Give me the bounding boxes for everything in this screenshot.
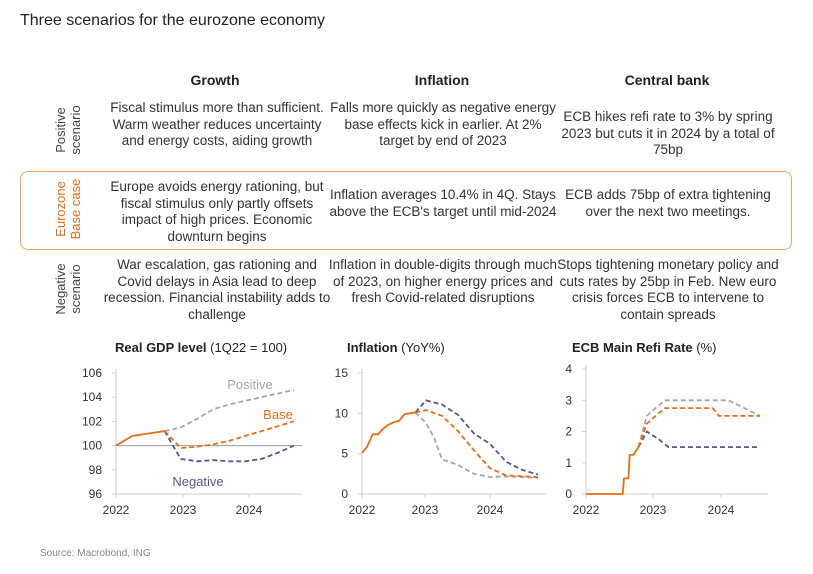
inflation-series-negative [414, 399, 539, 476]
page-title: Three scenarios for the eurozone economy [20, 12, 326, 29]
inflation-y-tick-label: 5 [341, 447, 348, 461]
inflation-x-tick-label: 2022 [349, 503, 376, 517]
column-header-central-bank: Central bank [624, 72, 710, 88]
gdp-series-base [163, 420, 295, 449]
cell-positive-central-bank: ECB hikes refi rate to 3% by spring 2023… [561, 109, 775, 157]
ecb-y-tick-label: 2 [565, 425, 572, 439]
gdp-y-tick-label: 106 [82, 366, 102, 380]
ecb-series-negative [637, 430, 761, 449]
ecb-y-tick-label: 1 [565, 456, 572, 470]
cell-positive-inflation: Falls more quickly as negative energy ba… [330, 100, 556, 148]
base-case-highlight [20, 171, 792, 250]
gdp-annotation-positive: Positive [227, 377, 273, 392]
gdp-y-tick-label: 100 [82, 439, 102, 453]
cell-base-central-bank: ECB adds 75bp of extra tightening over t… [565, 187, 771, 219]
gdp-x-tick-label: 2024 [236, 503, 263, 517]
cell-negative-central-bank: Stops tightening monetary policy and cut… [557, 257, 779, 322]
source-note: Source: Macrobond, ING [40, 548, 151, 559]
ecb-chart-title: ECB Main Refi Rate (%) [572, 340, 717, 355]
gdp-annotation-negative: Negative [172, 474, 223, 489]
inflation-y-tick-label: 10 [335, 406, 349, 420]
ecb-series-history [586, 446, 640, 495]
gdp-y-tick-label: 96 [89, 487, 103, 501]
ecb-y-tick-label: 3 [565, 393, 572, 407]
gdp-x-tick-label: 2023 [170, 503, 197, 517]
ecb-series-positive [637, 399, 761, 448]
cell-negative-inflation: Inflation in double-digits through much … [328, 257, 558, 305]
inflation-x-tick-label: 2024 [477, 503, 504, 517]
ecb-y-tick-label: 0 [565, 487, 572, 501]
gdp-series-positive [164, 389, 295, 432]
gdp-y-tick-label: 98 [89, 463, 103, 477]
inflation-series-base [415, 409, 539, 478]
gdp-chart-title: Real GDP level (1Q22 = 100) [115, 340, 288, 355]
inflation-series-positive [414, 411, 539, 479]
cell-base-growth: Europe avoids energy rationing, but fisc… [110, 179, 324, 244]
gdp-series-history [115, 430, 165, 447]
inflation-x-tick-label: 2023 [412, 503, 439, 517]
ecb-y-tick-label: 4 [565, 362, 572, 376]
cell-negative-growth: War escalation, gas rationing and Covid … [103, 257, 331, 322]
cell-base-inflation: Inflation averages 10.4% in 4Q. Stays ab… [329, 187, 557, 219]
gdp-y-tick-label: 104 [82, 390, 102, 404]
ecb-series-base [637, 407, 761, 448]
inflation-y-tick-label: 15 [335, 366, 349, 380]
column-header-growth: Growth [190, 72, 240, 88]
cell-positive-growth: Fiscal stimulus more than sufficient. Wa… [110, 100, 324, 148]
inflation-y-tick-label: 0 [341, 487, 348, 501]
gdp-x-tick-label: 2022 [103, 503, 130, 517]
ecb-x-tick-label: 2024 [708, 503, 735, 517]
column-header-inflation: Inflation [414, 72, 470, 88]
gdp-y-tick-label: 102 [82, 414, 102, 428]
inflation-chart-title: Inflation (YoY%) [347, 340, 445, 355]
ecb-x-tick-label: 2022 [573, 503, 600, 517]
gdp-series-negative [163, 430, 295, 463]
gdp-annotation-base: Base [263, 407, 293, 422]
ecb-x-tick-label: 2023 [640, 503, 667, 517]
inflation-series-history [361, 411, 416, 454]
